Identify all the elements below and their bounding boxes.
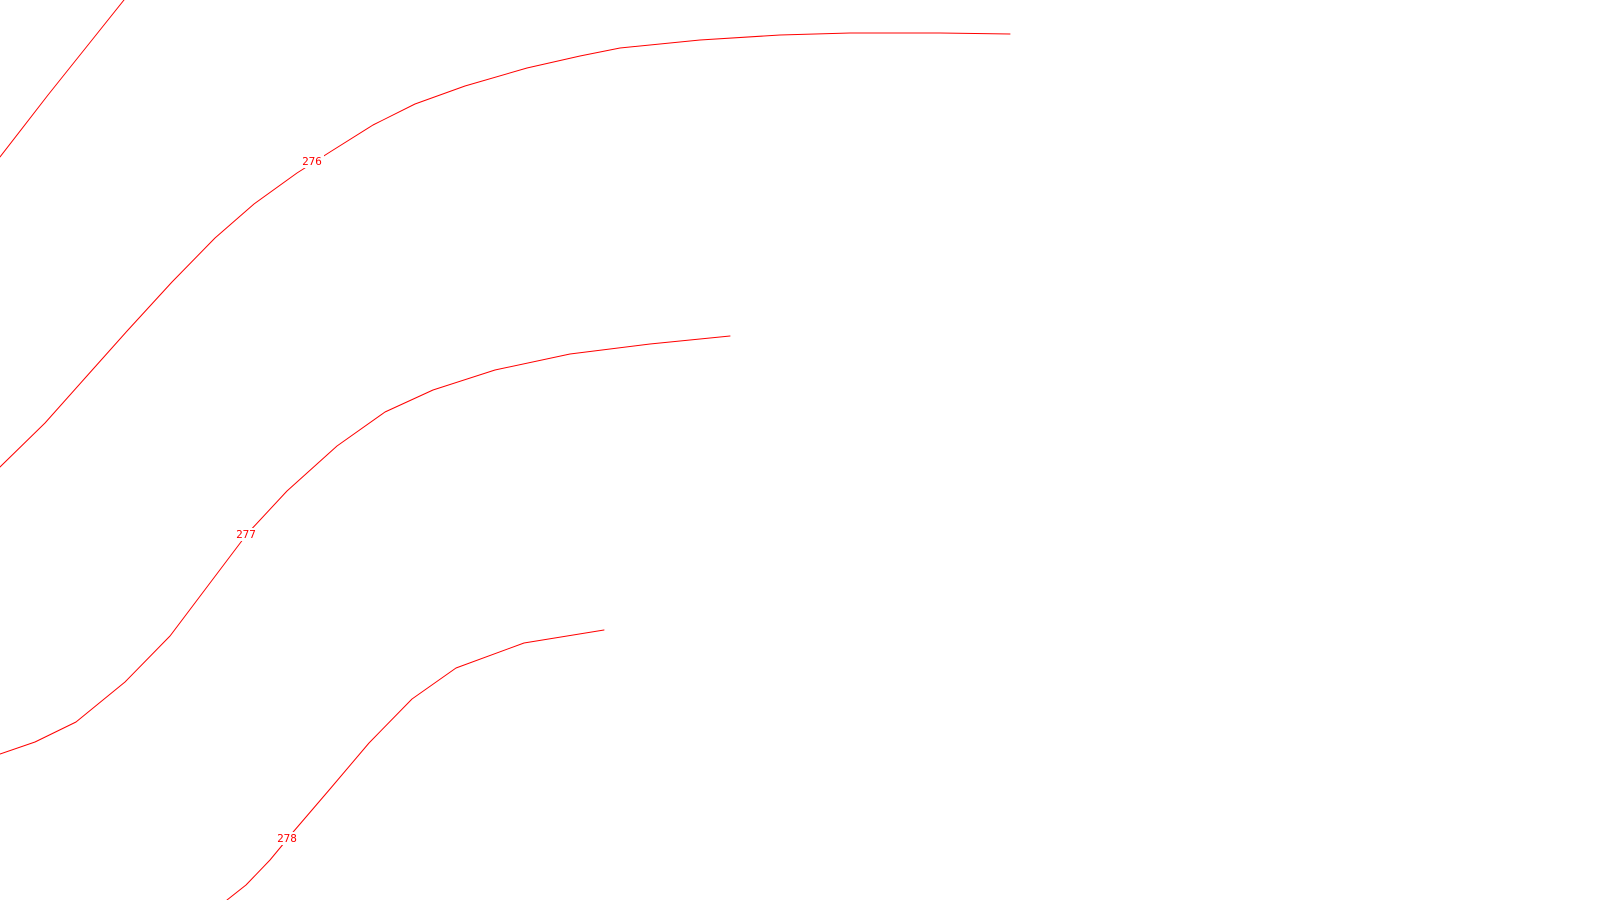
contour-line-278: [226, 629, 605, 900]
contour-line-277: [0, 335, 731, 755]
contour-line-276: [0, 32, 1011, 468]
contour-label-276: 276: [302, 155, 322, 168]
contour-label-halo-276: [300, 155, 324, 168]
contour-label-278: 278: [277, 832, 297, 845]
contour-label-halo-277: [234, 528, 258, 541]
contour-label-halo-278: [275, 832, 299, 845]
contour-line-275: [0, 0, 125, 158]
contour-label-277: 277: [236, 528, 256, 541]
